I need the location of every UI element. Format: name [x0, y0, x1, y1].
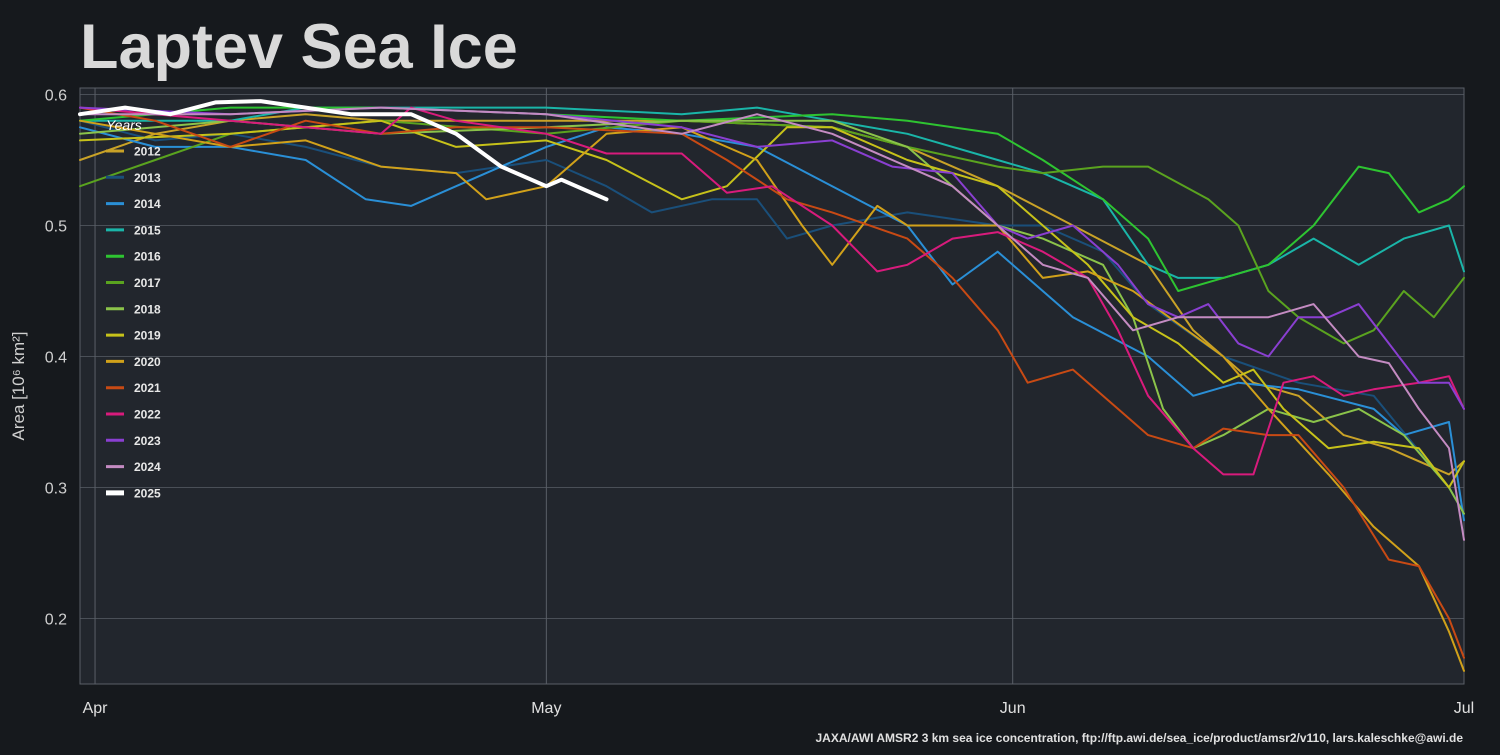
- y-axis-label: Area [10⁶ km²]: [9, 331, 28, 440]
- axis-labels: 0.2 0.3 0.4 0.5 0.6 Apr May Jun Jul: [45, 88, 1474, 717]
- series-line-2024: [79, 106, 1465, 541]
- chart-title: Laptev Sea Ice: [80, 12, 518, 82]
- y-tick-label: 0.5: [45, 219, 67, 236]
- series-line-2016: [79, 106, 1465, 292]
- series-lines: [78, 99, 1465, 672]
- x-tick-label: May: [531, 700, 561, 717]
- y-tick-label: 0.2: [45, 612, 67, 629]
- legend-label-2016: 2016: [134, 250, 161, 264]
- source-note: JAXA/AWI AMSR2 3 km sea ice concentratio…: [815, 731, 1463, 745]
- legend-label-2015: 2015: [134, 223, 161, 237]
- legend-label-2020: 2020: [134, 355, 161, 369]
- series-line-2019: [79, 119, 1465, 489]
- legend: Years 2012 2013 2014 2015 2016 2017 2018 2019 202…: [106, 117, 161, 500]
- series-line-2025: [78, 99, 609, 202]
- series-line-2023: [79, 106, 1465, 410]
- x-tick-label: Apr: [83, 700, 109, 717]
- series-line-2022: [79, 106, 1465, 476]
- y-tick-label: 0.4: [45, 350, 67, 367]
- legend-label-2024: 2024: [134, 460, 161, 474]
- series-line-2020: [79, 119, 1465, 672]
- legend-label-2018: 2018: [134, 302, 161, 316]
- legend-label-2022: 2022: [134, 408, 161, 422]
- legend-label-2017: 2017: [134, 276, 161, 290]
- legend-label-2023: 2023: [134, 434, 161, 448]
- legend-label-2021: 2021: [134, 381, 161, 395]
- legend-label-2025: 2025: [134, 486, 161, 500]
- series-line-2012: [79, 113, 1465, 476]
- plot-border: [79, 87, 1465, 685]
- series-line-2013: [79, 119, 1465, 515]
- legend-label-2019: 2019: [134, 329, 161, 343]
- y-tick-label: 0.6: [45, 88, 67, 105]
- x-tick-label: Jul: [1454, 700, 1474, 717]
- plot-area: [80, 88, 1464, 684]
- legend-label-2012: 2012: [134, 145, 161, 159]
- legend-title: Years: [106, 117, 142, 133]
- series-line-2018: [79, 119, 1465, 515]
- legend-label-2013: 2013: [134, 171, 161, 185]
- legend-label-2014: 2014: [134, 197, 161, 211]
- series-line-2021: [79, 106, 1465, 659]
- y-tick-label: 0.3: [45, 481, 67, 498]
- x-tick-label: Jun: [1000, 700, 1026, 717]
